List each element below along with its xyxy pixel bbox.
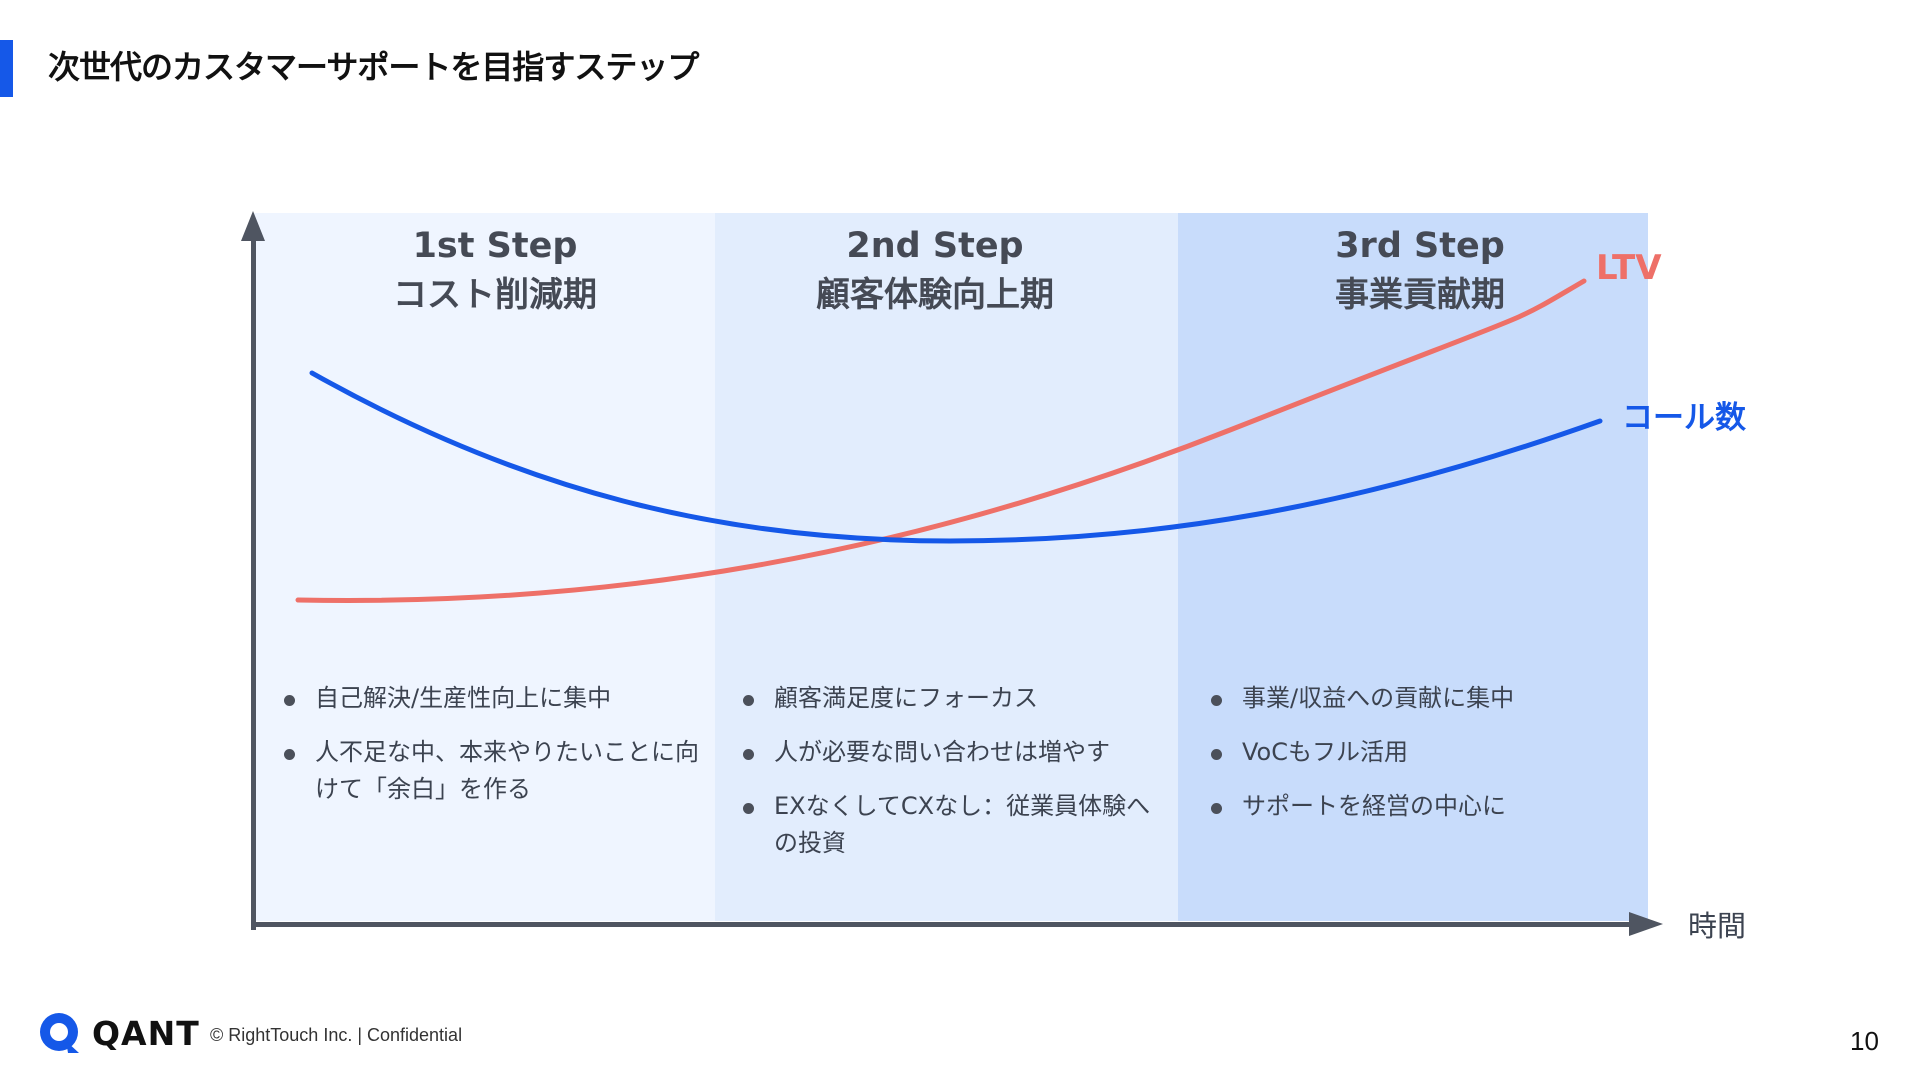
- list-item: 人が必要な問い合わせは増やす: [740, 734, 1160, 771]
- ltv-series-label: LTV: [1596, 248, 1662, 288]
- y-axis-arrow-icon: [241, 211, 265, 241]
- step-3-heading: 3rd Step 事業貢献期: [1270, 222, 1570, 320]
- step-1-name: 1st Step: [412, 226, 578, 266]
- step-2-subtitle: 顧客体験向上期: [816, 275, 1054, 315]
- title-accent-bar: [0, 40, 13, 97]
- list-item: 人不足な中、本来やりたいことに向けて「余白」を作る: [281, 734, 701, 808]
- qant-logo-icon: [40, 1013, 79, 1053]
- footer-copyright: © RightTouch Inc. | Confidential: [210, 1025, 463, 1045]
- step-1-bullets: 自己解決/生産性向上に集中 人不足な中、本来やりたいことに向けて「余白」を作る: [281, 680, 701, 825]
- x-axis-arrow-icon: [1629, 912, 1663, 936]
- logo-text: QANT: [92, 1014, 200, 1053]
- x-axis-label: 時間: [1688, 909, 1747, 943]
- step-2-bullets: 顧客満足度にフォーカス 人が必要な問い合わせは増やす EXなくしてCXなし：従業…: [740, 680, 1160, 879]
- list-item: VoCもフル活用: [1208, 734, 1628, 771]
- call-count-curve: [309, 370, 1603, 544]
- list-item: サポートを経営の中心に: [1208, 788, 1628, 825]
- call-count-series-label: コール数: [1622, 400, 1746, 436]
- step-2-name: 2nd Step: [846, 226, 1024, 266]
- step-2-band: [715, 213, 1178, 921]
- y-axis: [251, 236, 256, 930]
- step-3-bullets: 事業/収益への貢献に集中 VoCもフル活用 サポートを経営の中心に: [1208, 680, 1628, 842]
- ltv-curve: [295, 278, 1587, 604]
- page-title: 次世代のカスタマーサポートを目指すステップ: [48, 48, 699, 86]
- step-2-heading: 2nd Step 顧客体験向上期: [785, 222, 1085, 320]
- step-3-subtitle: 事業貢献期: [1335, 275, 1505, 315]
- step-3-name: 3rd Step: [1335, 226, 1505, 266]
- step-3-band: [1178, 213, 1648, 921]
- x-axis: [251, 922, 1631, 927]
- list-item: EXなくしてCXなし：従業員体験への投資: [740, 788, 1160, 862]
- list-item: 事業/収益への貢献に集中: [1208, 680, 1628, 717]
- list-item: 顧客満足度にフォーカス: [740, 680, 1160, 717]
- step-1-heading: 1st Step コスト削減期: [345, 222, 645, 320]
- step-1-band: [253, 213, 715, 921]
- step-1-subtitle: コスト削減期: [393, 275, 597, 315]
- list-item: 自己解決/生産性向上に集中: [281, 680, 701, 717]
- page-number: 10: [1850, 1026, 1879, 1056]
